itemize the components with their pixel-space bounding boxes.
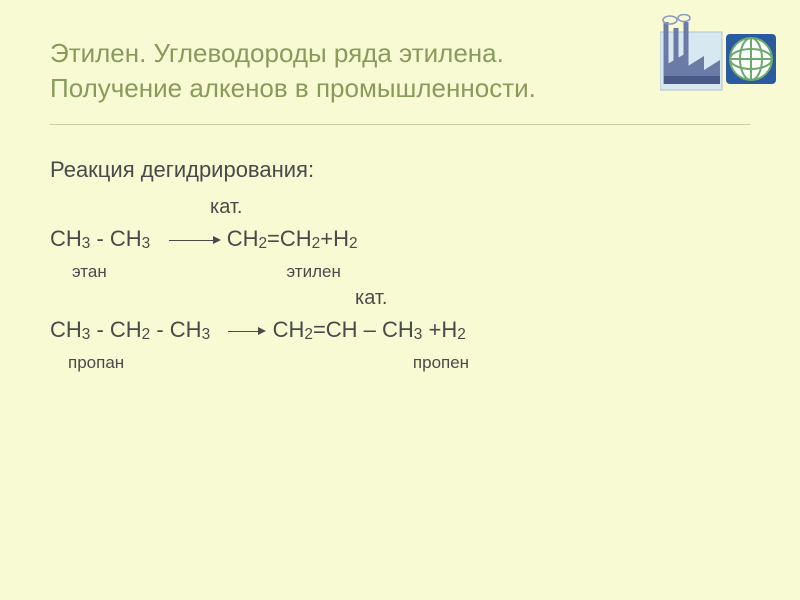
eq2-right-3: +Н (422, 317, 457, 342)
eq1-rsub-2: 2 (312, 235, 321, 252)
slide-content: Реакция дегидрирования: кат. СН3 - СН3 С… (50, 153, 750, 375)
slide-title: Этилен. Углеводороды ряда этилена. Получ… (50, 30, 750, 106)
eq2-sub-2: 2 (142, 326, 151, 343)
eq1-sub-2: 3 (142, 235, 151, 252)
equation-1: СН3 - СН3 СН2=СН2+Н2 (50, 222, 750, 255)
catalyst-label-1: кат. (210, 192, 750, 222)
eq2-left-2: - СН (90, 317, 141, 342)
eq2-rsub-1: 2 (304, 326, 313, 343)
eq1-right-3: +Н (320, 226, 349, 251)
equation-1-labels: этан этилен (50, 259, 750, 285)
reaction-arrow-1 (169, 233, 221, 247)
eq2-rsub-3: 2 (457, 326, 466, 343)
reaction-arrow-2 (228, 324, 266, 338)
eq1-product-label: этилен (286, 259, 340, 285)
eq2-product-label: пропен (413, 350, 469, 376)
corner-clipart (660, 14, 780, 104)
eq1-left-2: - СН (90, 226, 141, 251)
equation-2-labels: пропан пропен (50, 350, 750, 376)
eq1-right-2: =СН (267, 226, 312, 251)
reaction-heading: Реакция дегидрирования: (50, 153, 750, 186)
eq2-right-2: =СН – СН (313, 317, 414, 342)
eq2-right-1: СН (273, 317, 305, 342)
eq1-reactant-label: этан (72, 259, 107, 285)
eq1-right-1: СН (227, 226, 259, 251)
eq1-left-1: СН (50, 226, 82, 251)
title-divider (50, 124, 750, 125)
eq2-left-1: СН (50, 317, 82, 342)
eq1-rsub-1: 2 (258, 235, 267, 252)
eq2-left-3: - СН (150, 317, 201, 342)
eq1-rsub-3: 2 (349, 235, 358, 252)
title-line-1: Этилен. Углеводороды ряда этилена. (50, 36, 750, 71)
eq2-sub-3: 3 (202, 326, 211, 343)
title-line-2: Получение алкенов в промышленности. (50, 71, 750, 106)
equation-2: СН3 - СН2 - СН3 СН2=СН – СН3 +Н2 (50, 313, 750, 346)
eq2-reactant-label: пропан (68, 350, 124, 376)
catalyst-label-2: кат. (355, 283, 750, 313)
